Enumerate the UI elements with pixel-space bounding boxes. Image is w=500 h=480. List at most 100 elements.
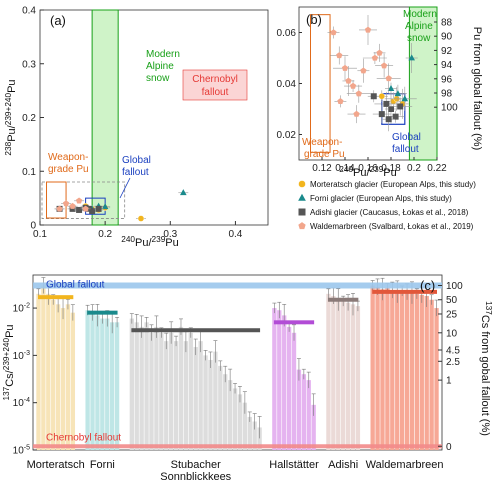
weapon-label-1: Weapon- — [48, 152, 88, 163]
y-right-tick-label: 90 — [441, 32, 453, 43]
bar — [55, 304, 61, 450]
data-point — [345, 77, 352, 84]
global-label-2: fallout — [122, 167, 149, 178]
data-point — [341, 64, 349, 71]
y-right-tick-label: 98 — [441, 89, 453, 100]
weapon-label-1: Weapon- — [302, 137, 342, 148]
global-arrow — [119, 177, 131, 199]
legend-marker — [298, 180, 306, 188]
y-tick-label: 0.06 — [277, 28, 297, 39]
bar — [341, 301, 346, 450]
bar — [164, 341, 169, 450]
group-label: Hallstätter — [269, 459, 319, 471]
data-point — [75, 197, 83, 204]
legend-label: Forni glacier (European Alps, this study… — [310, 194, 452, 203]
legend-marker — [298, 208, 306, 216]
data-point — [380, 62, 388, 69]
group-label: Waldemarbreen — [366, 459, 444, 471]
bar — [286, 326, 292, 450]
bar — [424, 295, 429, 450]
group-mean-line — [38, 295, 74, 300]
data-point — [180, 189, 187, 196]
x-tick-label: 0.2 — [407, 163, 421, 174]
y-axis-label: 137Cs/239+240Pu — [2, 324, 16, 400]
bar — [193, 347, 198, 450]
y-right-tick-label: 4.5 — [446, 345, 460, 356]
data-point — [385, 116, 392, 123]
bar — [149, 332, 154, 450]
bar — [223, 374, 228, 450]
data-point — [383, 100, 390, 107]
y-right-tick-label: 0 — [446, 442, 452, 453]
snow-label-2: Alpine — [146, 61, 174, 72]
bar — [395, 291, 400, 450]
y-tick-label: 0.02 — [277, 130, 297, 141]
chernobyl-label-2: fallout — [202, 87, 229, 98]
y-axis-label: 238Pu/239+240Pu — [4, 79, 18, 155]
data-point — [56, 205, 63, 212]
group-mean-line — [372, 289, 437, 294]
panel-a: 0.1 0.2 0.3 0.400.10.20.30.4Chernobylfallou… — [4, 6, 269, 249]
bar — [173, 341, 179, 450]
bar — [434, 308, 439, 450]
weapon-label-2: grade Pu — [48, 164, 89, 175]
snow-label-1: Modern — [146, 49, 180, 60]
snow-region — [408, 6, 438, 161]
global-label-2: fallout — [392, 144, 419, 155]
y-tick-label: 0.04 — [277, 79, 297, 90]
bar — [110, 322, 115, 450]
x-tick-label: 0.2 — [98, 229, 112, 240]
bar — [370, 285, 375, 450]
bar — [198, 341, 203, 450]
x-tick-label: 0.14 — [335, 163, 355, 174]
bar — [355, 306, 361, 450]
snow-region — [91, 9, 119, 226]
bar — [144, 322, 149, 450]
x-tick-label: 0.3 — [163, 229, 177, 240]
group-mean-line — [87, 310, 118, 315]
bar — [114, 322, 120, 450]
bar — [232, 388, 238, 450]
x-axis-label: 240Pu/239Pu — [339, 165, 397, 179]
legend-label: Morteratsch glacier (European Alps, this… — [310, 180, 476, 189]
bar — [404, 291, 410, 450]
bar — [70, 312, 76, 450]
y-right-tick-label: 10 — [446, 328, 458, 339]
y-tick-label: 10-5 — [13, 445, 30, 457]
y-tick-label: 10-3 — [13, 350, 30, 362]
data-point — [69, 202, 76, 209]
x-tick-label: 0.22 — [427, 163, 447, 174]
x-tick-label: 0.16 — [358, 163, 378, 174]
panel-b: 0.12 0.14 0.16 0.18 0.2 0.22 0.02 0.04 0.06 88 90 9… — [277, 6, 483, 179]
bar — [168, 332, 174, 450]
legend-label: Waldemarbreen (Svalbard, Łokas et al., 2… — [310, 222, 474, 231]
snow-label-3: snow — [407, 33, 431, 44]
data-point — [69, 205, 76, 212]
x-axis-label: 240Pu/239Pu — [121, 235, 179, 249]
panel-label-a: (a) — [50, 13, 66, 28]
bar — [203, 355, 208, 450]
global-fallout-label: Global fallout — [46, 279, 105, 290]
x-tick-label: 0.1 — [33, 229, 47, 240]
panel-label-c: (c) — [420, 278, 435, 293]
x-tick-label: 0.18 — [381, 163, 401, 174]
y-tick-label: 0.1 — [22, 167, 36, 178]
data-point — [392, 113, 399, 120]
legend-marker — [298, 222, 306, 230]
data-point — [397, 103, 404, 110]
y-right-axis-label: 137Cs from gobal fallout (%) — [479, 301, 493, 436]
y-right-tick-label: 92 — [441, 46, 453, 57]
bar — [272, 308, 277, 450]
bar — [90, 312, 95, 450]
data-point — [336, 52, 343, 59]
weapon-region — [310, 14, 331, 153]
group-mean-line — [273, 320, 315, 325]
bar — [326, 293, 331, 450]
bar — [331, 295, 336, 450]
data-point — [330, 29, 337, 36]
snow-label-2: Alpine — [405, 21, 433, 32]
data-point — [89, 208, 96, 215]
weapon-region — [46, 181, 67, 219]
bar — [296, 369, 302, 450]
